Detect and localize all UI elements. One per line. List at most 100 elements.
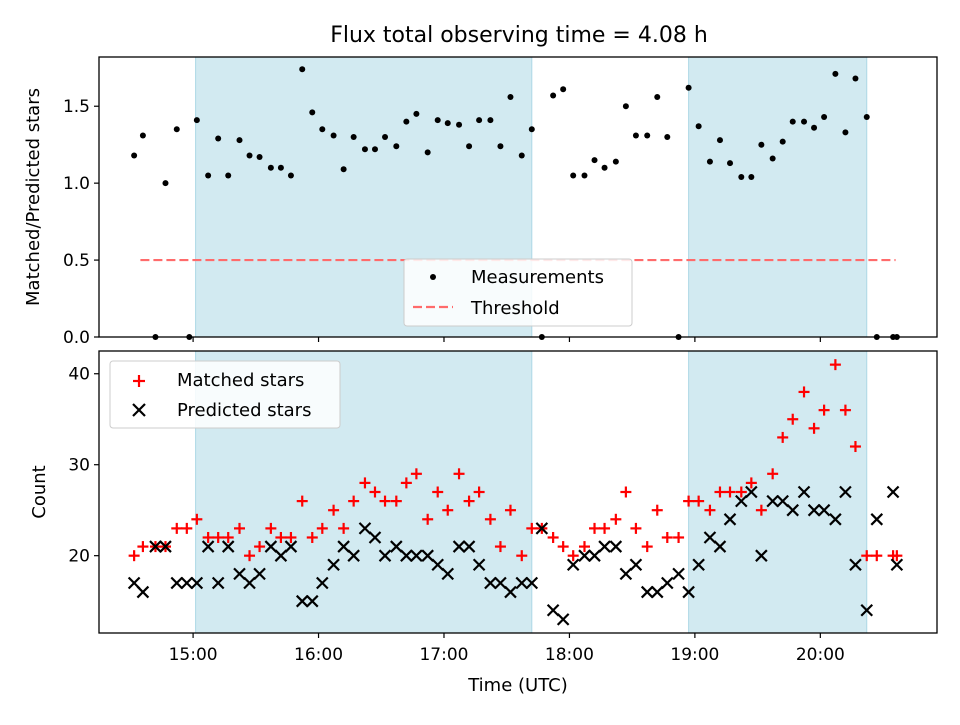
predicted-star-point-65	[807, 503, 821, 517]
matched-star-point-7	[202, 531, 214, 543]
measurement-point-46	[612, 158, 619, 165]
matched-star-point-10	[234, 522, 246, 534]
predicted-star-point-5	[180, 576, 194, 590]
predicted-star-point-9	[221, 540, 235, 553]
top-panel: 0.0 0.5 1.0 1.5 Matched/Predicted stars Mea…	[23, 56, 938, 348]
matched-star-point-58	[735, 486, 747, 498]
predicted-star-point-39	[535, 522, 549, 535]
matched-star-point-46	[610, 513, 622, 525]
predicted-star-point-44	[588, 549, 601, 562]
predicted-stars-legend-marker	[132, 403, 146, 417]
predicted-star-point-51	[661, 576, 674, 590]
predicted-star-point-31	[452, 540, 466, 553]
predicted-star-point-69	[849, 558, 862, 572]
matched-star-point-21	[348, 495, 360, 507]
threshold-legend-label: Threshold	[470, 298, 560, 319]
matched-star-point-45	[599, 522, 611, 534]
predicted-star-point-60	[755, 549, 768, 562]
measurement-point-6	[193, 117, 200, 124]
measurement-point-44	[591, 157, 598, 164]
matched-star-point-63	[787, 413, 799, 425]
measurement-point-4	[173, 126, 180, 133]
predicted-star-point-33	[472, 558, 486, 572]
predicted-star-point-58	[735, 494, 748, 508]
predicted-star-point-59	[745, 485, 758, 499]
predicted-star-point-23	[368, 531, 382, 544]
predicted-star-point-8	[211, 576, 225, 590]
matched-star-point-53	[683, 495, 695, 507]
predicted-star-point-41	[556, 613, 570, 626]
predicted-star-point-29	[431, 558, 444, 572]
x-tick-label-0: 15:00	[169, 645, 218, 665]
measurement-point-12	[256, 154, 263, 160]
measurement-point-59	[748, 174, 755, 180]
measurement-point-58	[738, 174, 745, 180]
measurement-point-11	[246, 152, 253, 159]
measurement-point-16	[299, 66, 306, 73]
matched-stars-legend-label: Matched stars	[177, 370, 304, 391]
predicted-star-point-54	[692, 558, 705, 572]
matched-star-point-0	[128, 550, 140, 562]
predicted-star-point-24	[378, 549, 392, 562]
bottom-x-ticks: 15:00 16:00 17:00 18:00 19:00 20:00	[169, 633, 845, 665]
matched-star-point-4	[171, 522, 183, 534]
matched-star-point-25	[390, 495, 402, 507]
matched-star-point-68	[839, 404, 851, 416]
measurement-point-36	[507, 94, 514, 100]
x-tick-label-3: 18:00	[545, 645, 594, 665]
matched-star-point-5	[181, 522, 193, 534]
measurement-point-64	[801, 118, 808, 125]
predicted-star-point-15	[284, 540, 298, 553]
predicted-star-point-72	[886, 485, 900, 499]
matched-star-point-22	[359, 477, 371, 489]
predicted-star-point-32	[462, 540, 476, 553]
measurement-point-23	[371, 146, 378, 153]
matched-star-point-71	[871, 550, 883, 562]
matched-star-point-12	[254, 541, 266, 553]
top-axes-frame	[98, 56, 938, 338]
predicted-star-point-1	[136, 585, 150, 599]
predicted-star-point-63	[786, 503, 800, 517]
predicted-stars-legend-label: Predicted stars	[177, 400, 311, 421]
measurement-point-41	[560, 86, 567, 93]
top-y-axis-label: Matched/Predicted stars	[23, 88, 44, 306]
measurement-point-24	[382, 134, 389, 140]
measurement-point-67	[832, 70, 839, 77]
bottom-y-tick-label-1: 30	[68, 456, 90, 476]
top-y-tick-label-0: 0.0	[63, 328, 90, 348]
matched-star-point-62	[777, 431, 789, 443]
matched-star-point-20	[338, 522, 350, 534]
measurement-point-61	[769, 155, 776, 162]
measurement-point-3	[162, 180, 169, 187]
predicted-star-point-28	[421, 549, 434, 562]
measurement-point-33	[476, 117, 483, 124]
measurement-point-65	[811, 124, 818, 131]
predicted-star-point-19	[327, 558, 340, 572]
matched-star-point-49	[641, 541, 653, 553]
measurement-point-53	[685, 84, 692, 91]
matched-star-point-34	[484, 513, 496, 525]
matched-star-point-51	[661, 531, 673, 543]
matched-star-point-67	[829, 359, 841, 371]
measurement-point-13	[267, 164, 274, 171]
predicted-star-point-30	[441, 567, 455, 581]
matched-star-point-14	[275, 531, 287, 543]
measurement-point-38	[528, 126, 535, 133]
matched-star-point-29	[432, 486, 444, 498]
matched-star-point-69	[849, 441, 861, 453]
matched-star-point-66	[818, 404, 830, 416]
measurement-point-22	[361, 146, 368, 153]
measurement-point-40	[550, 92, 557, 99]
bottom-axes-frame	[98, 350, 938, 634]
bottom-legend-box	[109, 360, 341, 429]
measurement-point-50	[654, 94, 661, 100]
matched-star-point-19	[328, 504, 340, 516]
predicted-star-point-42	[566, 558, 580, 572]
matched-star-point-65	[808, 422, 820, 434]
measurements-legend-marker	[430, 274, 436, 280]
top-legend-box	[403, 258, 633, 327]
predicted-star-point-17	[305, 594, 319, 608]
measurement-point-35	[497, 143, 504, 150]
predicted-star-point-37	[515, 576, 529, 590]
